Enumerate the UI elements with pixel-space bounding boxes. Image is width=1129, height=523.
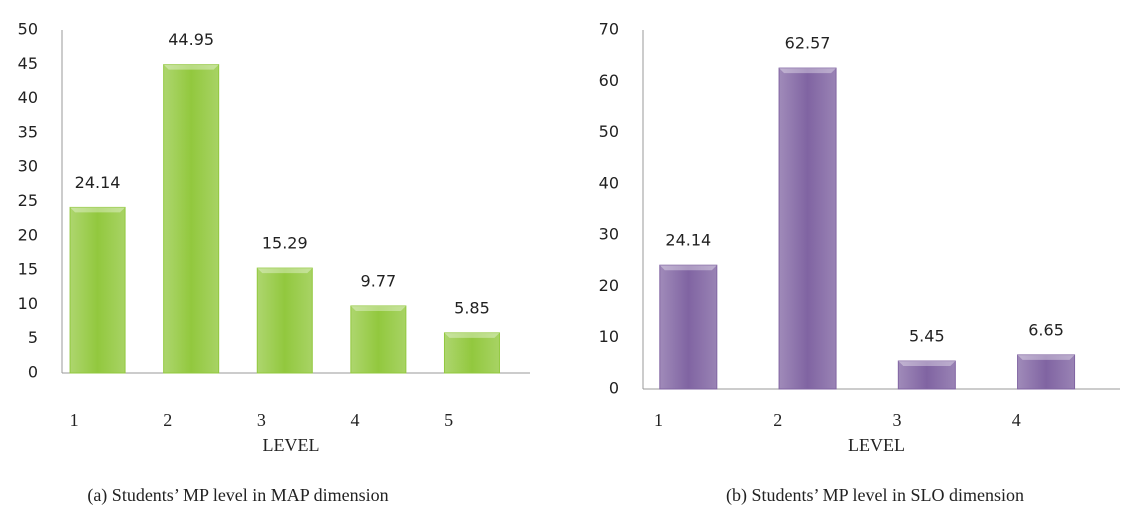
y-tick-label: 50 [18, 20, 38, 39]
x-axis-label: LEVEL [848, 435, 905, 455]
x-tick-label: 1 [70, 410, 79, 430]
y-tick-label: 70 [599, 20, 619, 39]
x-tick-label: 5 [444, 410, 453, 430]
y-tick-label: 40 [599, 173, 619, 192]
bar-top-bevel [659, 265, 717, 271]
data-label: 24.14 [75, 173, 121, 192]
y-tick-label: 40 [18, 88, 38, 107]
bar-top-bevel [1017, 354, 1075, 360]
x-tick-label: 2 [773, 410, 782, 430]
bar [350, 305, 407, 374]
bar-top-bevel [163, 64, 219, 70]
bar [1017, 354, 1076, 390]
bar-top-bevel [898, 361, 956, 367]
y-tick-label: 35 [18, 122, 38, 141]
y-tick-label: 20 [599, 276, 619, 295]
data-label: 9.77 [361, 271, 397, 290]
bar [778, 67, 837, 390]
bar [256, 267, 313, 374]
data-label: 15.29 [262, 234, 308, 253]
x-tick-label: 2 [163, 410, 172, 430]
y-tick-label: 60 [599, 71, 619, 90]
bar [69, 206, 126, 374]
data-label: 44.95 [168, 30, 214, 49]
x-axis-label: LEVEL [263, 435, 320, 455]
data-label: 5.45 [909, 327, 945, 346]
y-tick-label: 50 [599, 122, 619, 141]
y-tick-label: 20 [18, 225, 38, 244]
x-tick-label: 3 [257, 410, 266, 430]
y-tick-label: 30 [18, 157, 38, 176]
bar [659, 264, 718, 390]
data-label: 5.85 [454, 298, 490, 317]
bar-top-bevel [444, 332, 500, 338]
x-tick-label: 4 [1012, 410, 1021, 430]
bar-top-bevel [779, 68, 837, 74]
y-tick-label: 45 [18, 54, 38, 73]
bar-top-bevel [257, 268, 313, 274]
y-tick-label: 25 [18, 191, 38, 210]
bar-top-bevel [70, 207, 126, 213]
data-label: 62.57 [785, 34, 831, 53]
y-tick-label: 5 [28, 328, 38, 347]
bar [163, 64, 220, 374]
bar-top-bevel [350, 305, 406, 311]
y-tick-label: 0 [609, 379, 619, 398]
caption: (b) Students’ MP level in SLO dimension [726, 485, 1024, 506]
y-tick-label: 10 [599, 327, 619, 346]
caption: (a) Students’ MP level in MAP dimension [87, 485, 388, 506]
bar [897, 360, 956, 390]
y-tick-label: 15 [18, 260, 38, 279]
y-tick-label: 0 [28, 363, 38, 382]
y-tick-label: 30 [599, 225, 619, 244]
y-tick-label: 10 [18, 294, 38, 313]
x-tick-label: 4 [350, 410, 359, 430]
x-tick-label: 1 [654, 410, 663, 430]
bar [443, 332, 500, 374]
data-label: 6.65 [1028, 320, 1064, 339]
x-tick-label: 3 [893, 410, 902, 430]
data-label: 24.14 [665, 231, 711, 250]
